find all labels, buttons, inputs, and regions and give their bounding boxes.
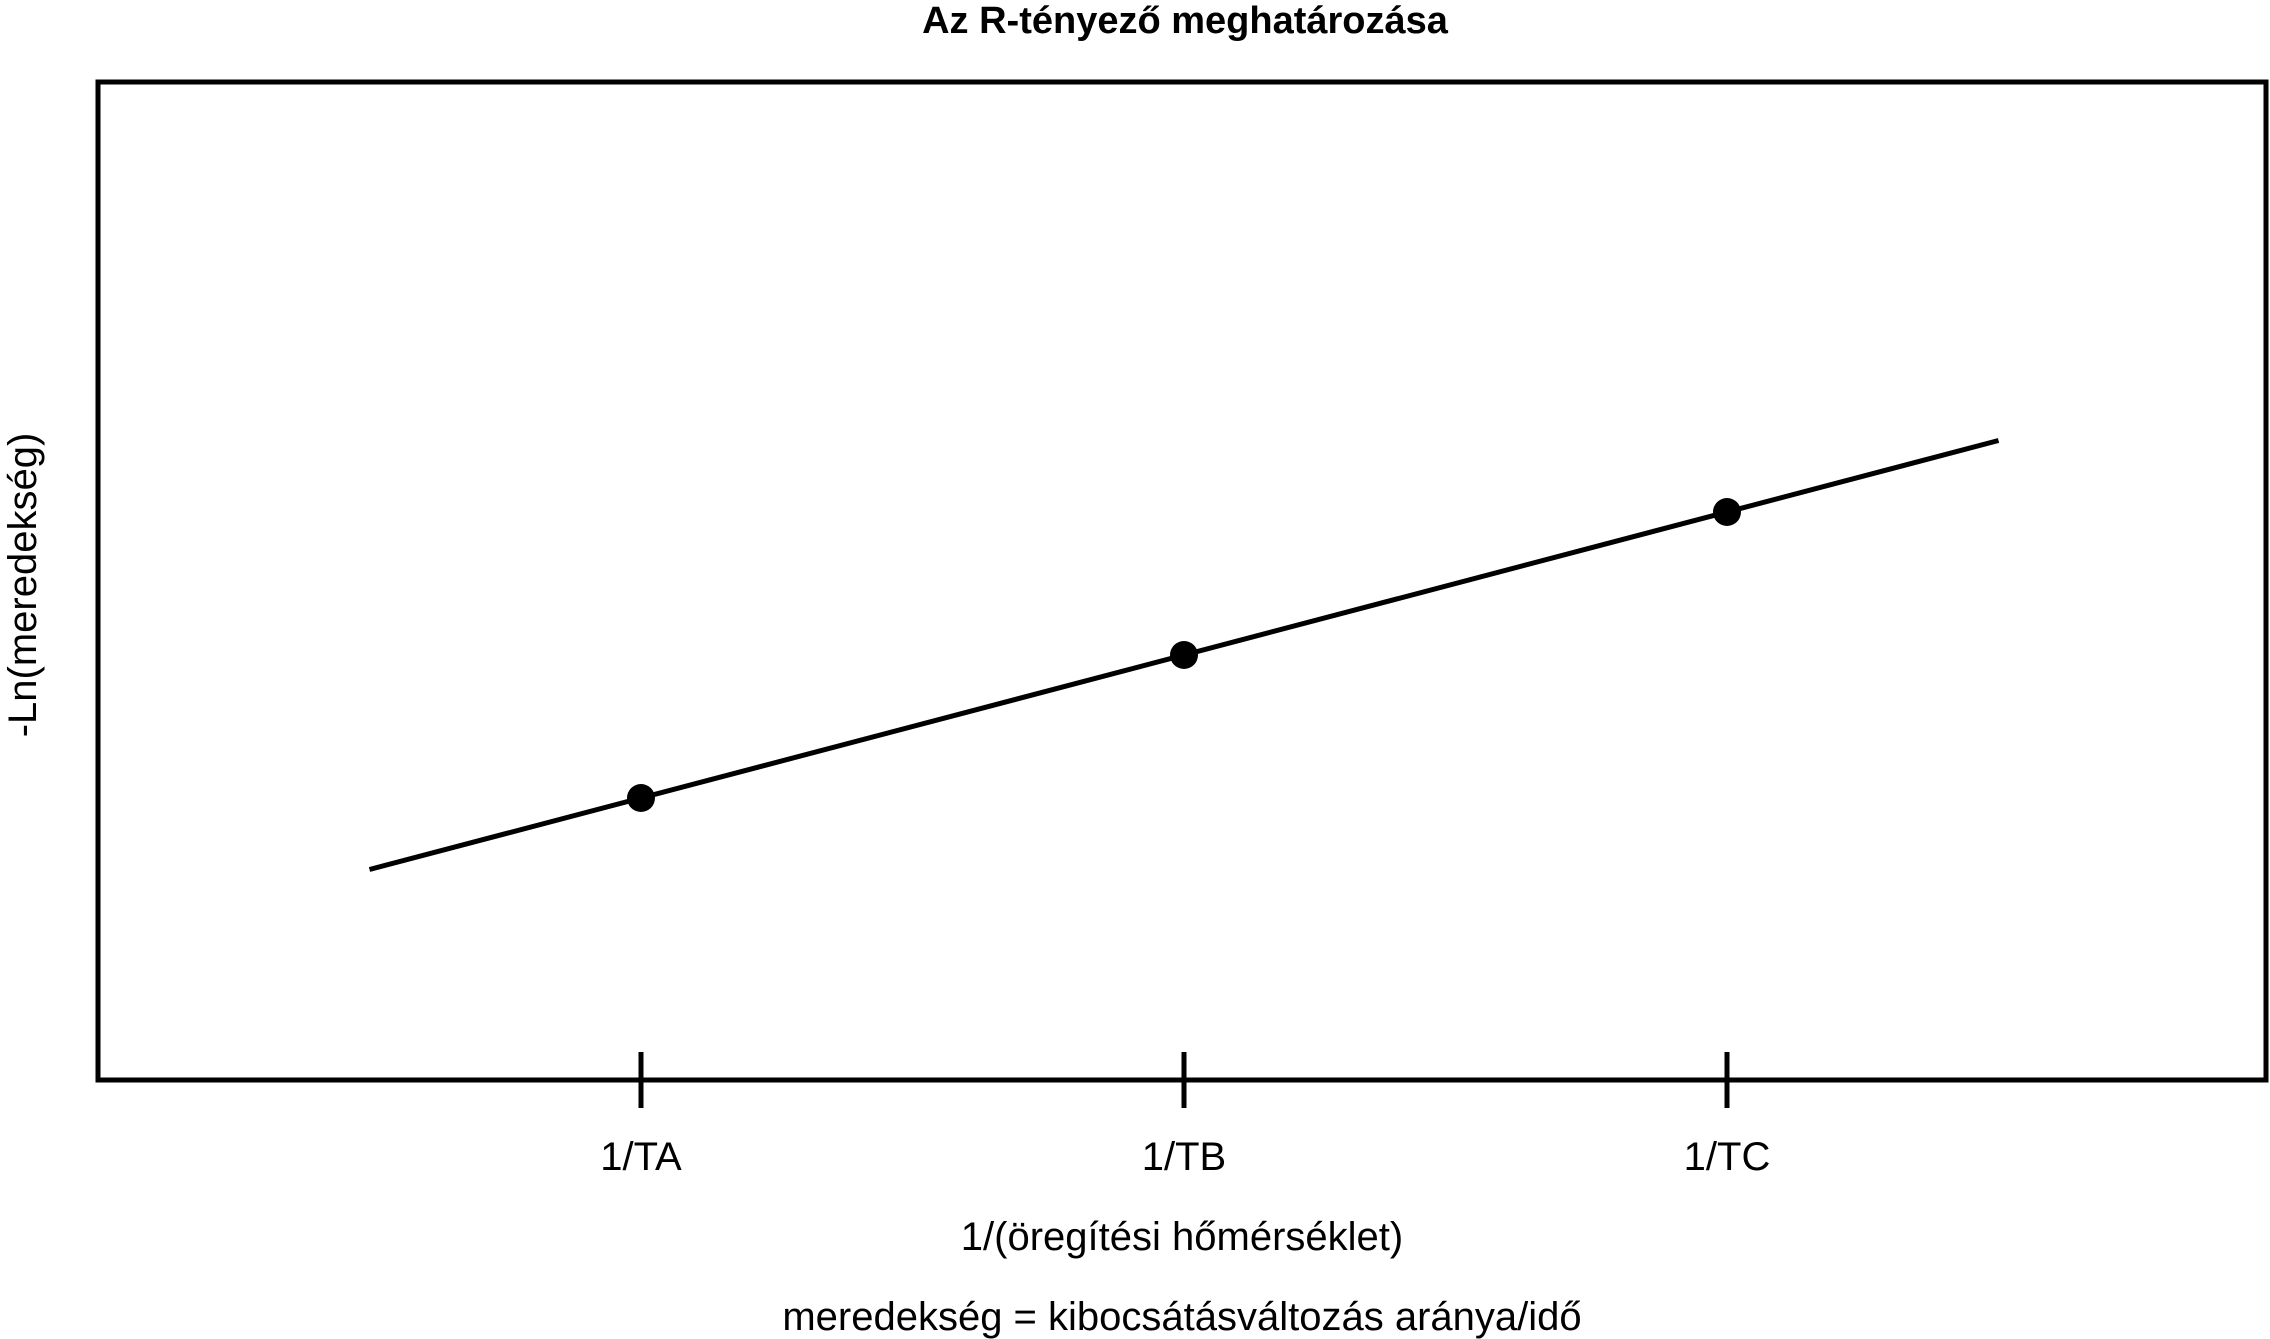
y-axis-label: -Ln(meredekség)	[1, 433, 45, 738]
x-axis-label: 1/(öregítési hőmérséklet)	[961, 1215, 1403, 1259]
x-tick-label: 1/TC	[1684, 1135, 1771, 1179]
data-point	[627, 784, 655, 812]
slope-definition-note: meredekség = kibocsátásváltozás aránya/i…	[782, 1295, 1581, 1339]
x-axis-ticks	[638, 1052, 1730, 1108]
x-tick-label: 1/TA	[600, 1135, 682, 1179]
data-points	[627, 498, 1741, 812]
x-tick-label: 1/TB	[1142, 1135, 1226, 1179]
plot-frame	[95, 79, 2269, 1083]
data-point	[1170, 641, 1198, 669]
x-axis-tick-labels: 1/TA 1/TB 1/TC	[600, 1135, 1770, 1179]
data-point	[1713, 498, 1741, 526]
chart-title: Az R-tényező meghatározása	[922, 0, 1449, 42]
